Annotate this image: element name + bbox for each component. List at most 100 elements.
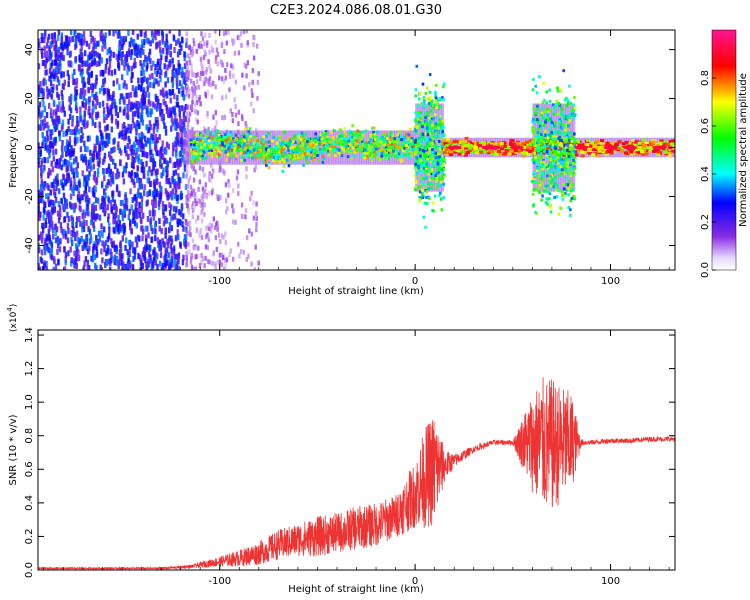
heatmap-cell xyxy=(170,76,174,83)
heatmap-cell xyxy=(135,241,139,248)
heatmap-cell xyxy=(110,251,113,258)
heatmap-cell xyxy=(353,150,356,154)
heatmap-cell xyxy=(127,30,130,36)
heatmap-cell xyxy=(340,139,343,143)
heatmap-cell xyxy=(71,73,75,80)
heatmap-cell xyxy=(92,106,95,113)
heatmap-cell xyxy=(185,38,188,44)
heatmap-cell xyxy=(55,44,58,51)
heatmap-cell xyxy=(401,142,405,146)
heatmap-cell xyxy=(220,262,224,268)
heatmap-cell xyxy=(291,155,295,159)
heatmap-cell xyxy=(177,63,180,70)
heatmap-cell xyxy=(431,148,434,152)
heatmap-cell xyxy=(426,143,429,147)
heatmap-cell xyxy=(193,85,197,91)
heatmap-cell xyxy=(199,56,203,62)
heatmap-cell xyxy=(217,155,221,159)
heatmap-cell xyxy=(119,149,123,156)
heatmap-cell xyxy=(100,57,104,64)
heatmap-cell xyxy=(408,156,411,160)
heatmap-cell xyxy=(425,153,429,157)
heatmap-cell xyxy=(43,45,46,52)
heatmap-cell xyxy=(137,207,141,214)
heatmap-cell xyxy=(204,156,208,160)
heatmap-cell xyxy=(361,133,365,137)
heatmap-cell xyxy=(193,149,196,153)
heatmap-cell xyxy=(429,133,433,137)
heatmap-cell xyxy=(345,144,348,148)
heatmap-cell xyxy=(145,124,148,131)
heatmap-cell xyxy=(196,150,200,154)
heatmap-cell xyxy=(329,147,332,151)
heatmap-cell xyxy=(171,214,175,221)
heatmap-cell xyxy=(43,208,46,215)
heatmap-cell xyxy=(138,142,141,149)
heatmap-cell xyxy=(214,235,217,241)
heatmap-cell xyxy=(165,141,169,148)
heatmap-cell xyxy=(208,49,211,55)
heatmap-cell xyxy=(152,164,156,171)
heatmap-cell xyxy=(431,183,434,187)
heatmap-cell xyxy=(433,141,436,145)
heatmap-cell xyxy=(407,137,410,141)
heatmap-cell xyxy=(175,206,178,213)
heatmap-cell xyxy=(176,131,179,138)
heatmap-cell xyxy=(115,186,119,193)
heatmap-cell xyxy=(430,102,433,106)
heatmap-cell xyxy=(140,195,144,202)
heatmap-cell xyxy=(106,124,109,131)
heatmap-cell xyxy=(216,141,220,145)
heatmap-cell xyxy=(218,136,221,140)
heatmap-cell xyxy=(407,145,410,149)
heatmap-cell xyxy=(317,158,321,162)
heatmap-cell xyxy=(288,138,292,142)
heatmap-cell xyxy=(73,140,77,147)
heatmap-cell xyxy=(442,196,446,200)
heatmap-cell xyxy=(69,246,72,253)
heatmap-cell xyxy=(170,125,173,132)
heatmap-cell xyxy=(43,106,47,113)
heatmap-cell xyxy=(137,101,140,108)
heatmap-cell xyxy=(112,30,115,37)
heatmap-cell xyxy=(325,139,329,143)
heatmap-cell xyxy=(137,77,140,84)
heatmap-cell xyxy=(139,30,142,37)
heatmap-cell xyxy=(229,248,232,254)
heatmap-cell xyxy=(336,134,340,138)
heatmap-cell xyxy=(192,177,196,183)
heatmap-cell xyxy=(170,247,173,254)
heatmap-cell xyxy=(76,33,80,40)
heatmap-cell xyxy=(146,84,150,91)
heatmap-cell xyxy=(439,170,443,174)
heatmap-cell xyxy=(211,80,215,86)
heatmap-cell xyxy=(48,75,51,82)
heatmap-cell xyxy=(79,112,82,119)
heatmap-cell xyxy=(404,141,408,145)
heatmap-cell xyxy=(275,137,279,141)
heatmap-cell xyxy=(72,230,75,237)
heatmap-cell xyxy=(247,153,251,157)
heatmap-cell xyxy=(39,80,42,87)
heatmap-cell xyxy=(252,141,256,145)
heatmap-cell xyxy=(424,116,427,120)
heatmap-cell xyxy=(426,97,429,101)
heatmap-cell xyxy=(173,178,177,185)
heatmap-cell xyxy=(257,71,260,77)
heatmap-cell xyxy=(272,135,276,139)
heatmap-cell xyxy=(47,196,50,203)
heatmap-cell xyxy=(163,241,167,248)
heatmap-cell xyxy=(419,121,423,125)
heatmap-cell xyxy=(385,148,388,152)
heatmap-cell xyxy=(434,93,437,97)
heatmap-cell xyxy=(122,261,125,268)
heatmap-cell xyxy=(382,141,386,145)
heatmap-cell xyxy=(73,250,76,257)
heatmap-cell xyxy=(212,251,215,257)
heatmap-cell xyxy=(191,71,194,77)
heatmap-cell xyxy=(240,155,244,159)
heatmap-cell xyxy=(362,146,366,150)
heatmap-cell xyxy=(38,212,41,219)
heatmap-cell xyxy=(391,145,394,149)
heatmap-cell xyxy=(137,107,140,114)
